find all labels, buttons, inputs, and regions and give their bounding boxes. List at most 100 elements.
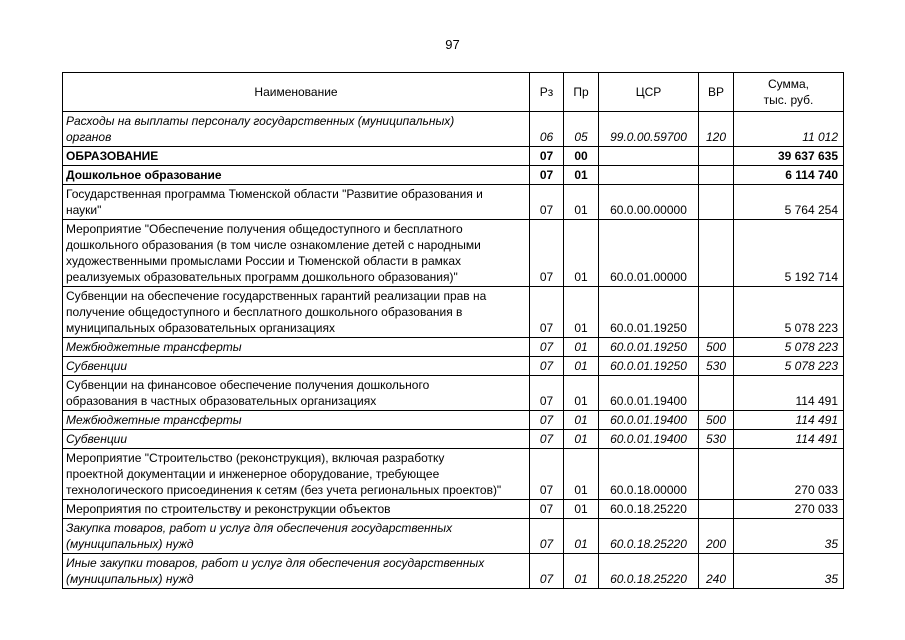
cell-csr [598, 146, 699, 166]
cell-name: Иные закупки товаров, работ и услуг для … [62, 553, 530, 589]
cell-csr: 60.0.01.19250 [598, 356, 699, 376]
table-row: Иные закупки товаров, работ и услуг для … [62, 553, 844, 589]
cell-sum: 5 078 223 [733, 286, 844, 338]
cell-vr [698, 286, 734, 338]
cell-csr: 60.0.01.00000 [598, 219, 699, 287]
cell-vr [698, 499, 734, 519]
cell-vr [698, 375, 734, 411]
cell-vr [698, 448, 734, 500]
cell-rz: 06 [529, 111, 564, 147]
cell-rz: 07 [529, 518, 564, 554]
cell-vr: 500 [698, 337, 734, 357]
cell-csr: 60.0.18.00000 [598, 448, 699, 500]
cell-name: Мероприятие "Строительство (реконструкци… [62, 448, 530, 500]
cell-sum: 5 192 714 [733, 219, 844, 287]
cell-sum: 114 491 [733, 429, 844, 449]
table-row: Субвенции на финансовое обеспечение полу… [62, 375, 844, 411]
cell-rz: 07 [529, 184, 564, 220]
column-header-pr: Пр [563, 72, 599, 112]
cell-name: Межбюджетные трансферты [62, 337, 530, 357]
header-row: Наименование Рз Пр ЦСР ВР Сумма, тыс. ру… [62, 72, 844, 112]
cell-vr: 530 [698, 356, 734, 376]
cell-pr: 01 [563, 337, 599, 357]
table-row: Дошкольное образование 07 01 6 114 740 [62, 165, 844, 185]
table-row: Субвенции на обеспечение государственных… [62, 286, 844, 338]
cell-name: Закупка товаров, работ и услуг для обесп… [62, 518, 530, 554]
cell-csr: 60.0.01.19250 [598, 286, 699, 338]
cell-pr: 01 [563, 410, 599, 430]
cell-name: Межбюджетные трансферты [62, 410, 530, 430]
cell-csr: 60.0.01.19400 [598, 429, 699, 449]
cell-rz: 07 [529, 375, 564, 411]
cell-csr: 60.0.01.19250 [598, 337, 699, 357]
column-header-sum: Сумма, тыс. руб. [733, 72, 844, 112]
cell-rz: 07 [529, 553, 564, 589]
cell-name: Мероприятие "Обеспечение получения общед… [62, 219, 530, 287]
table-row: Межбюджетные трансферты 07 01 60.0.01.19… [62, 410, 844, 430]
cell-pr: 01 [563, 375, 599, 411]
cell-vr: 120 [698, 111, 734, 147]
table-row: Расходы на выплаты персоналу государстве… [62, 111, 844, 147]
cell-sum: 35 [733, 553, 844, 589]
page-number: 97 [445, 37, 460, 52]
cell-name: Субвенции [62, 356, 530, 376]
cell-name: ОБРАЗОВАНИЕ [62, 146, 530, 166]
column-header-vr: ВР [698, 72, 734, 112]
cell-rz: 07 [529, 429, 564, 449]
cell-name: Государственная программа Тюменской обла… [62, 184, 530, 220]
cell-csr: 60.0.01.19400 [598, 375, 699, 411]
budget-table: Наименование Рз Пр ЦСР ВР Сумма, тыс. ру… [62, 72, 844, 589]
cell-csr: 99.0.00.59700 [598, 111, 699, 147]
cell-vr [698, 219, 734, 287]
cell-sum: 114 491 [733, 410, 844, 430]
cell-sum: 35 [733, 518, 844, 554]
cell-pr: 01 [563, 499, 599, 519]
cell-pr: 01 [563, 356, 599, 376]
cell-sum: 6 114 740 [733, 165, 844, 185]
cell-name: Субвенции на обеспечение государственных… [62, 286, 530, 338]
cell-sum: 5 764 254 [733, 184, 844, 220]
cell-pr: 01 [563, 429, 599, 449]
cell-csr: 60.0.18.25220 [598, 499, 699, 519]
cell-csr: 60.0.18.25220 [598, 518, 699, 554]
cell-pr: 01 [563, 165, 599, 185]
table-row: Мероприятие "Строительство (реконструкци… [62, 448, 844, 500]
cell-pr: 00 [563, 146, 599, 166]
table-row: Мероприятия по строительству и реконстру… [62, 499, 844, 519]
cell-vr [698, 146, 734, 166]
cell-sum: 270 033 [733, 448, 844, 500]
cell-csr [598, 165, 699, 185]
cell-csr: 60.0.18.25220 [598, 553, 699, 589]
cell-sum: 270 033 [733, 499, 844, 519]
cell-name: Расходы на выплаты персоналу государстве… [62, 111, 530, 147]
cell-rz: 07 [529, 448, 564, 500]
cell-rz: 07 [529, 356, 564, 376]
column-header-rz: Рз [529, 72, 564, 112]
cell-name: Дошкольное образование [62, 165, 530, 185]
cell-pr: 01 [563, 219, 599, 287]
cell-pr: 05 [563, 111, 599, 147]
cell-pr: 01 [563, 184, 599, 220]
cell-csr: 60.0.00.00000 [598, 184, 699, 220]
cell-rz: 07 [529, 146, 564, 166]
cell-vr: 200 [698, 518, 734, 554]
cell-csr: 60.0.01.19400 [598, 410, 699, 430]
table-row: Государственная программа Тюменской обла… [62, 184, 844, 220]
cell-name: Субвенции на финансовое обеспечение полу… [62, 375, 530, 411]
cell-name: Субвенции [62, 429, 530, 449]
cell-sum: 114 491 [733, 375, 844, 411]
table-header: Наименование Рз Пр ЦСР ВР Сумма, тыс. ру… [62, 72, 844, 112]
cell-rz: 07 [529, 499, 564, 519]
cell-rz: 07 [529, 286, 564, 338]
table-row: Субвенции 07 01 60.0.01.19250 530 5 078 … [62, 356, 844, 376]
cell-rz: 07 [529, 219, 564, 287]
cell-pr: 01 [563, 286, 599, 338]
cell-sum: 11 012 [733, 111, 844, 147]
cell-rz: 07 [529, 165, 564, 185]
table-row: Субвенции 07 01 60.0.01.19400 530 114 49… [62, 429, 844, 449]
cell-rz: 07 [529, 410, 564, 430]
cell-name: Мероприятия по строительству и реконстру… [62, 499, 530, 519]
cell-vr: 240 [698, 553, 734, 589]
cell-sum: 5 078 223 [733, 356, 844, 376]
